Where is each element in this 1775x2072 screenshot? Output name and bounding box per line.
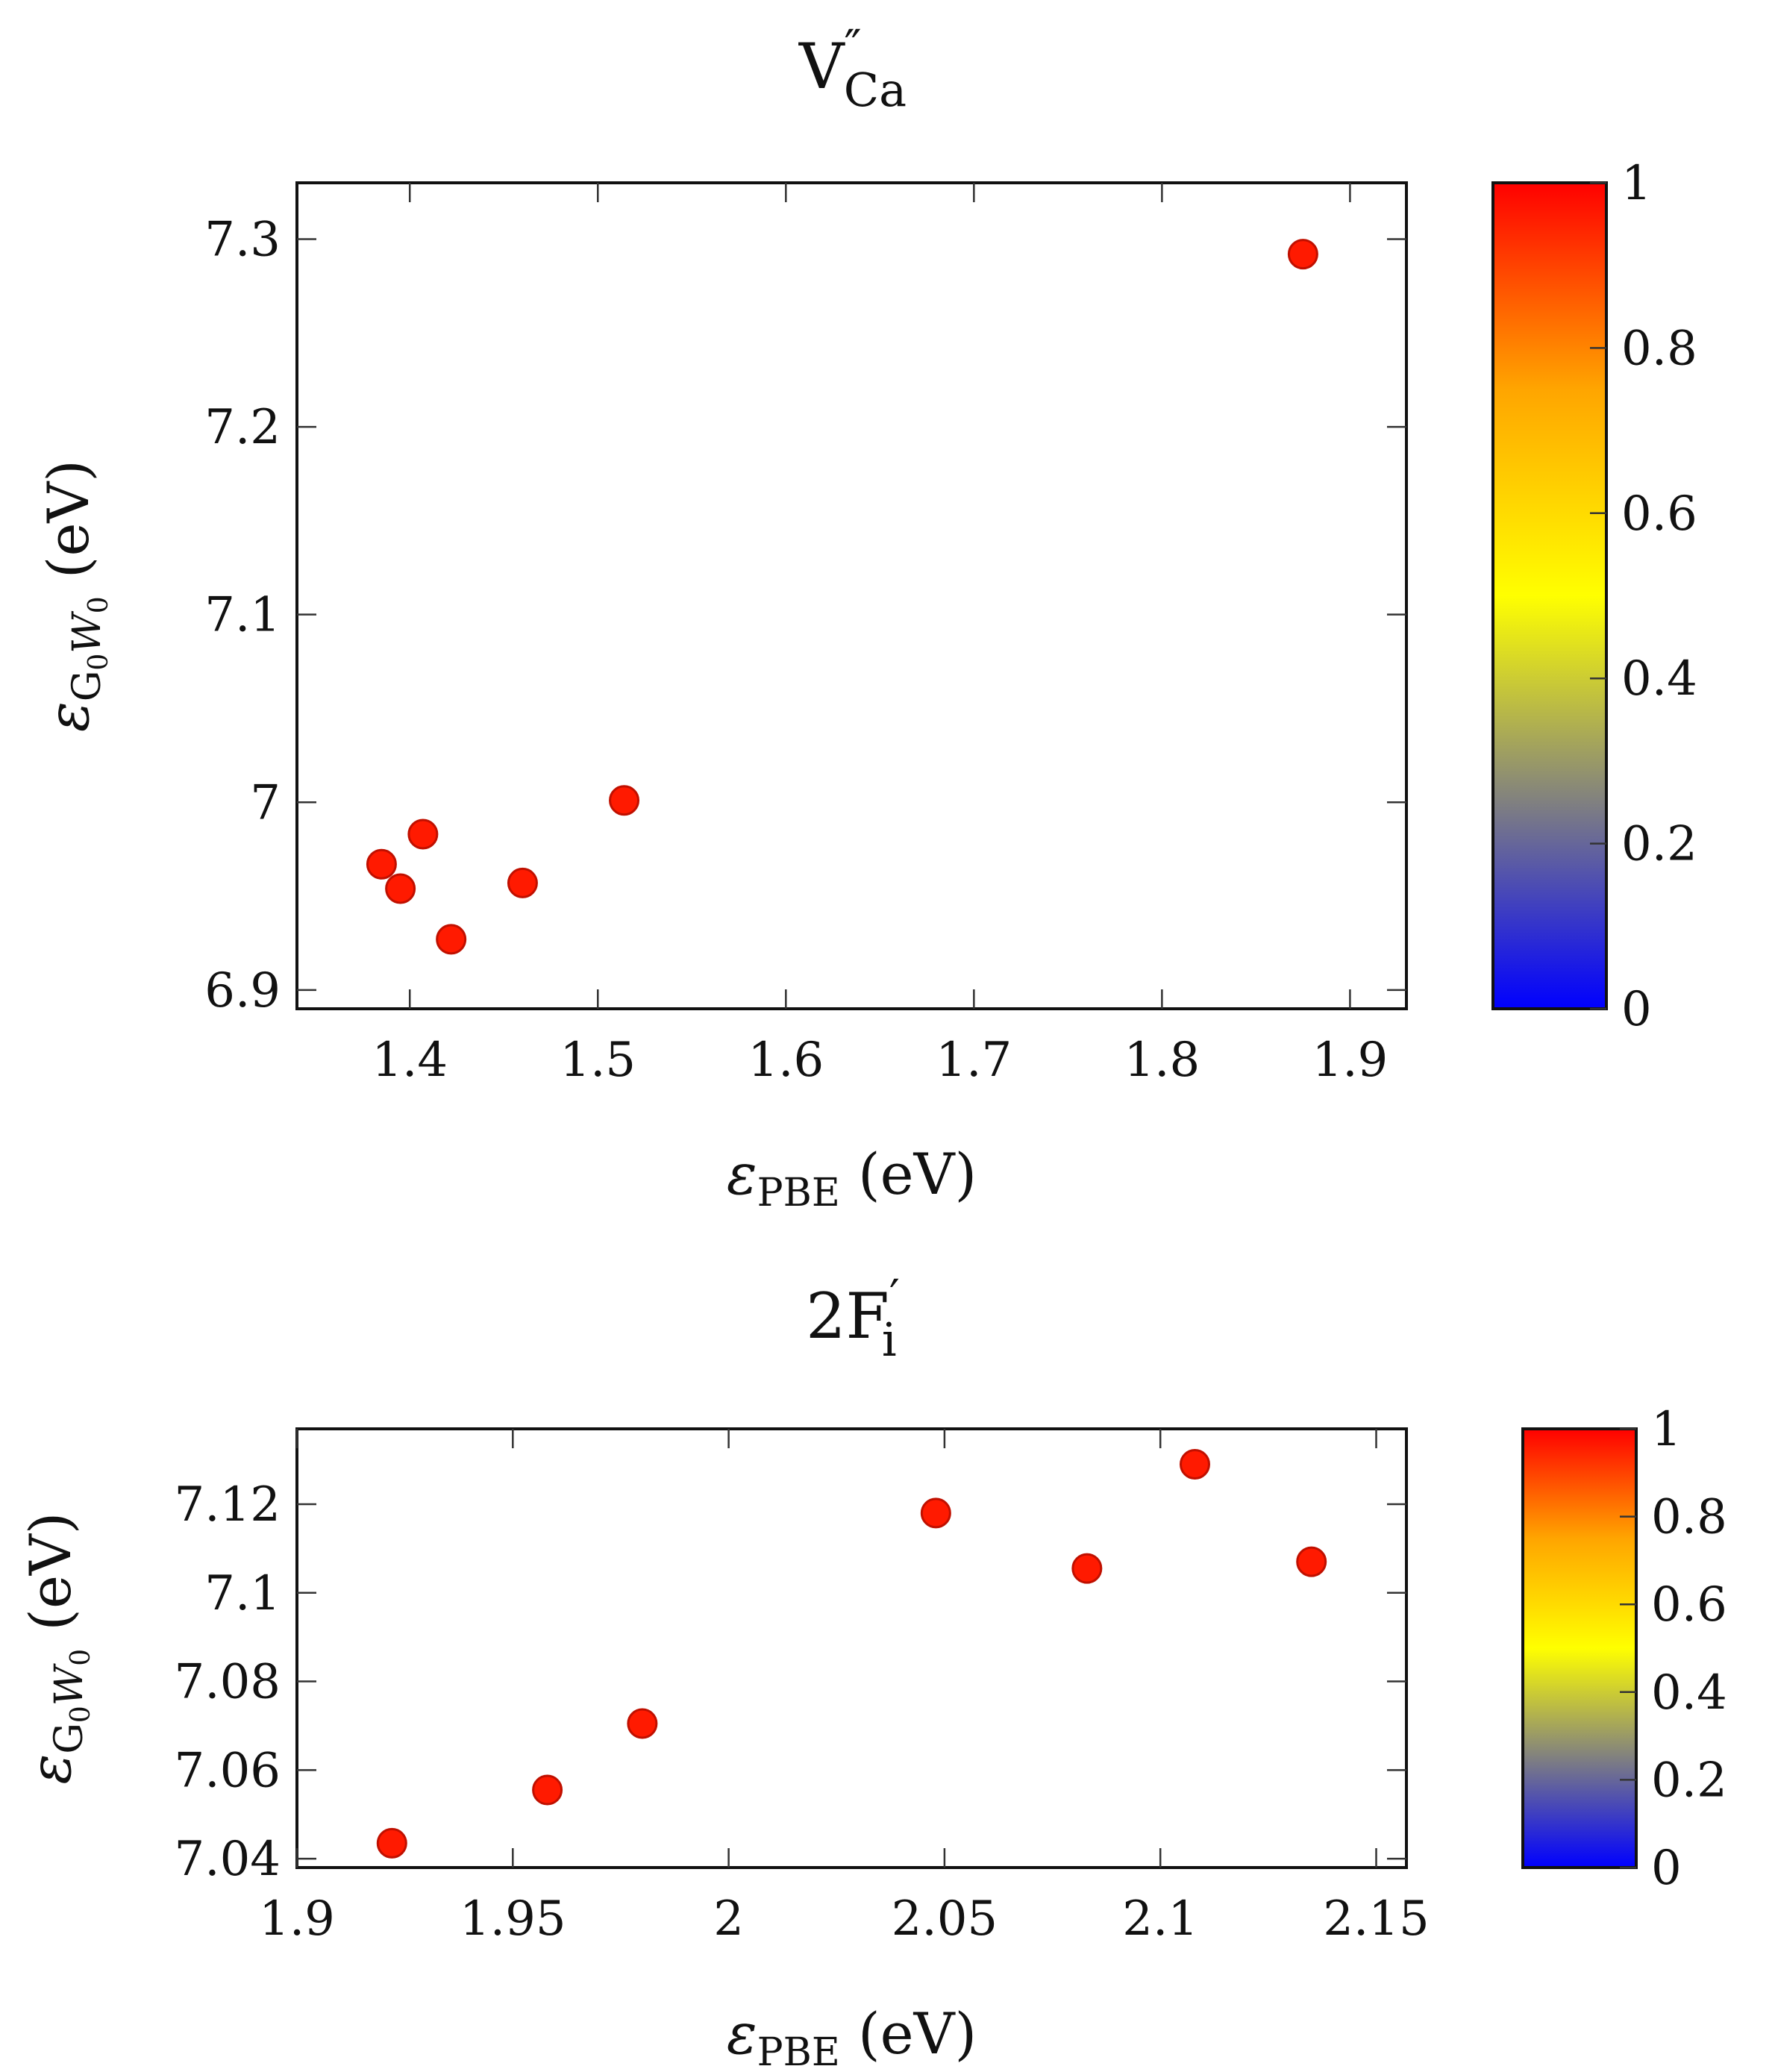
y-tick-label: 7: [250, 775, 281, 830]
data-point: [1287, 239, 1318, 270]
data-point: [376, 1827, 407, 1859]
y-tick-label: 7.3: [204, 212, 281, 267]
title-base: V: [798, 30, 845, 103]
data-point: [627, 1708, 658, 1739]
x-tick-label: 2.05: [892, 1891, 998, 1947]
title-base: 2F: [806, 1280, 889, 1353]
ylabel-sub-b: W: [65, 611, 110, 654]
colorbar-tick-label: 0: [1621, 982, 1652, 1037]
chart-1: V″ Ca 1.4 1.5 1.6 1.7 1.8 1.9 6.9 7 7.1 7.2 7.3 εPBE …: [35, 19, 1697, 1215]
plot-frame: [295, 181, 1408, 1010]
chart-title: 2F′ i: [806, 1269, 900, 1367]
x-tick-label: 2.15: [1323, 1891, 1430, 1947]
x-tick-label: 1.7: [936, 1033, 1012, 1088]
ylabel-sub-b-sub: 0: [84, 596, 114, 613]
colorbar-tick-label: 0.4: [1651, 1665, 1727, 1721]
colorbar-tick-label: 0.4: [1621, 651, 1697, 707]
title-sub: Ca: [844, 63, 907, 117]
chart-2: 2F′ i 1.9 1.95 2 2.05 2.1 2.15 7.04 7.06 7.08 7.1 7.…: [17, 1269, 1727, 2072]
data-point: [366, 848, 397, 880]
colorbar: [1493, 183, 1606, 1009]
data-point: [609, 785, 640, 816]
ylabel-sub-a: G: [65, 671, 110, 702]
xlabel-symbol: ε: [727, 2000, 757, 2067]
title-sub: i: [882, 1312, 897, 1367]
colorbar-tick-label: 0: [1651, 1841, 1682, 1896]
data-point: [920, 1497, 951, 1529]
plot-frame: [295, 1427, 1408, 1869]
data-point: [407, 819, 439, 850]
ylabel-sub-a: G: [47, 1723, 92, 1754]
title-sup: ″: [845, 19, 862, 74]
colorbar-tick-label: 0.2: [1621, 817, 1697, 872]
colorbar-tick-label: 0.8: [1651, 1490, 1727, 1545]
ylabel-sub-a-sub: 0: [84, 654, 114, 671]
data-point: [385, 873, 416, 904]
colorbar-tick-label: 0.2: [1651, 1753, 1727, 1808]
x-tick-label: 1.8: [1124, 1033, 1200, 1088]
colorbar-tick-label: 0.8: [1621, 321, 1697, 376]
ylabel-unit: (eV): [35, 460, 101, 596]
x-tick-label: 2: [713, 1891, 744, 1947]
xlabel-unit: (eV): [840, 1141, 977, 1207]
x-tick-label: 1.9: [1312, 1033, 1388, 1088]
ylabel-symbol: ε: [35, 701, 101, 732]
x-tick-label: 2.1: [1122, 1891, 1198, 1947]
x-tick-label: 1.95: [460, 1891, 566, 1947]
y-tick-label: 7.08: [175, 1655, 281, 1710]
y-tick-label: 7.12: [175, 1477, 281, 1533]
ylabel-sub-a-sub: 0: [66, 1706, 96, 1723]
data-point: [1179, 1449, 1210, 1480]
x-tick-label: 1.6: [748, 1033, 824, 1088]
colorbar-tick-label: 1: [1621, 156, 1652, 211]
ylabel-unit: (eV): [17, 1512, 84, 1649]
data-point: [436, 924, 467, 955]
data-point: [532, 1774, 563, 1806]
xlabel-unit: (eV): [840, 2000, 977, 2067]
y-tick-label: 7.1: [204, 588, 281, 643]
colorbar: [1523, 1429, 1636, 1868]
colorbar-frame: [1491, 181, 1608, 1010]
y-tick-label: 7.2: [204, 400, 281, 455]
y-tick-label: 7.1: [204, 1566, 281, 1621]
data-point: [1071, 1553, 1103, 1584]
ylabel-sub-b: W: [47, 1663, 92, 1706]
xlabel-sub: PBE: [757, 1171, 840, 1215]
data-point: [507, 867, 538, 898]
ylabel-sub-b-sub: 0: [66, 1649, 96, 1666]
xlabel-symbol: ε: [727, 1141, 757, 1207]
colorbar-tick-label: 0.6: [1621, 486, 1697, 542]
y-tick-label: 6.9: [204, 963, 281, 1018]
y-tick-label: 7.04: [175, 1832, 281, 1887]
data-point: [1296, 1546, 1327, 1577]
xlabel-sub: PBE: [757, 2030, 840, 2072]
y-axis-label: εG0W0 (eV): [35, 460, 114, 732]
colorbar-frame: [1521, 1427, 1638, 1869]
x-tick-label: 1.9: [259, 1891, 335, 1947]
y-tick-label: 7.06: [175, 1743, 281, 1798]
x-axis-label: εPBE (eV): [727, 2000, 977, 2072]
title-sup: ′: [889, 1269, 900, 1324]
x-tick-label: 1.5: [560, 1033, 636, 1088]
colorbar-tick-label: 1: [1651, 1402, 1682, 1457]
y-axis-label: εG0W0 (eV): [17, 1512, 96, 1785]
ylabel-symbol: ε: [17, 1754, 84, 1785]
chart-title: V″ Ca: [798, 19, 907, 117]
x-axis-label: εPBE (eV): [727, 1141, 977, 1215]
colorbar-tick-label: 0.6: [1651, 1577, 1727, 1633]
x-tick-label: 1.4: [372, 1033, 448, 1088]
